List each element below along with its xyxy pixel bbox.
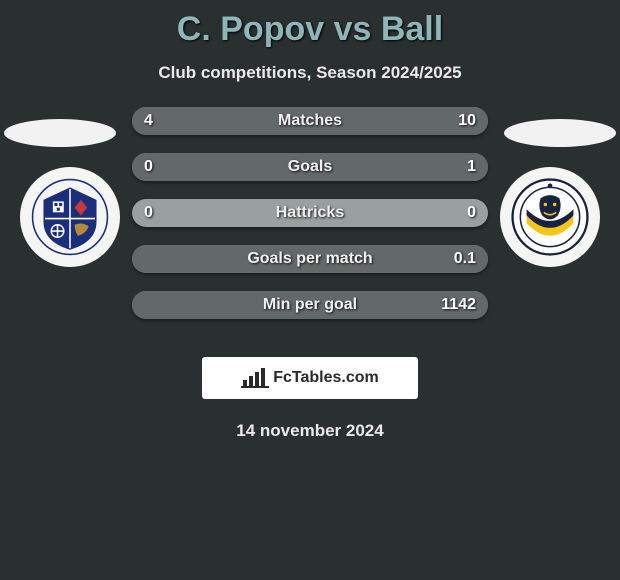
stat-label: Matches: [132, 107, 488, 135]
barrow-crest-icon: [31, 178, 109, 256]
ellipse-decor-left: [4, 119, 116, 147]
stat-label: Min per goal: [132, 291, 488, 319]
ellipse-decor-right: [504, 119, 616, 147]
stat-label: Goals: [132, 153, 488, 181]
stat-bar: 1142Min per goal: [132, 291, 488, 319]
date-text: 14 november 2024: [0, 421, 620, 441]
bars-chart-icon: [241, 368, 269, 388]
stat-label: Hattricks: [132, 199, 488, 227]
page-title: C. Popov vs Ball: [0, 0, 620, 49]
comparison-panel: 410Matches 01Goals 00Hattricks 0.1Goals per…: [0, 107, 620, 347]
stat-bar: 00Hattricks: [132, 199, 488, 227]
brand-text: FcTables.com: [273, 369, 379, 387]
stat-label: Goals per match: [132, 245, 488, 273]
club-badge-right: [500, 167, 600, 267]
subtitle: Club competitions, Season 2024/2025: [0, 63, 620, 83]
stat-bars: 410Matches 01Goals 00Hattricks 0.1Goals per…: [112, 107, 508, 337]
brand-box: FcTables.com: [202, 357, 418, 399]
stat-bar: 01Goals: [132, 153, 488, 181]
stat-bar: 0.1Goals per match: [132, 245, 488, 273]
stat-bar: 410Matches: [132, 107, 488, 135]
wimbledon-crest-icon: [511, 178, 589, 256]
club-badge-left: [20, 167, 120, 267]
